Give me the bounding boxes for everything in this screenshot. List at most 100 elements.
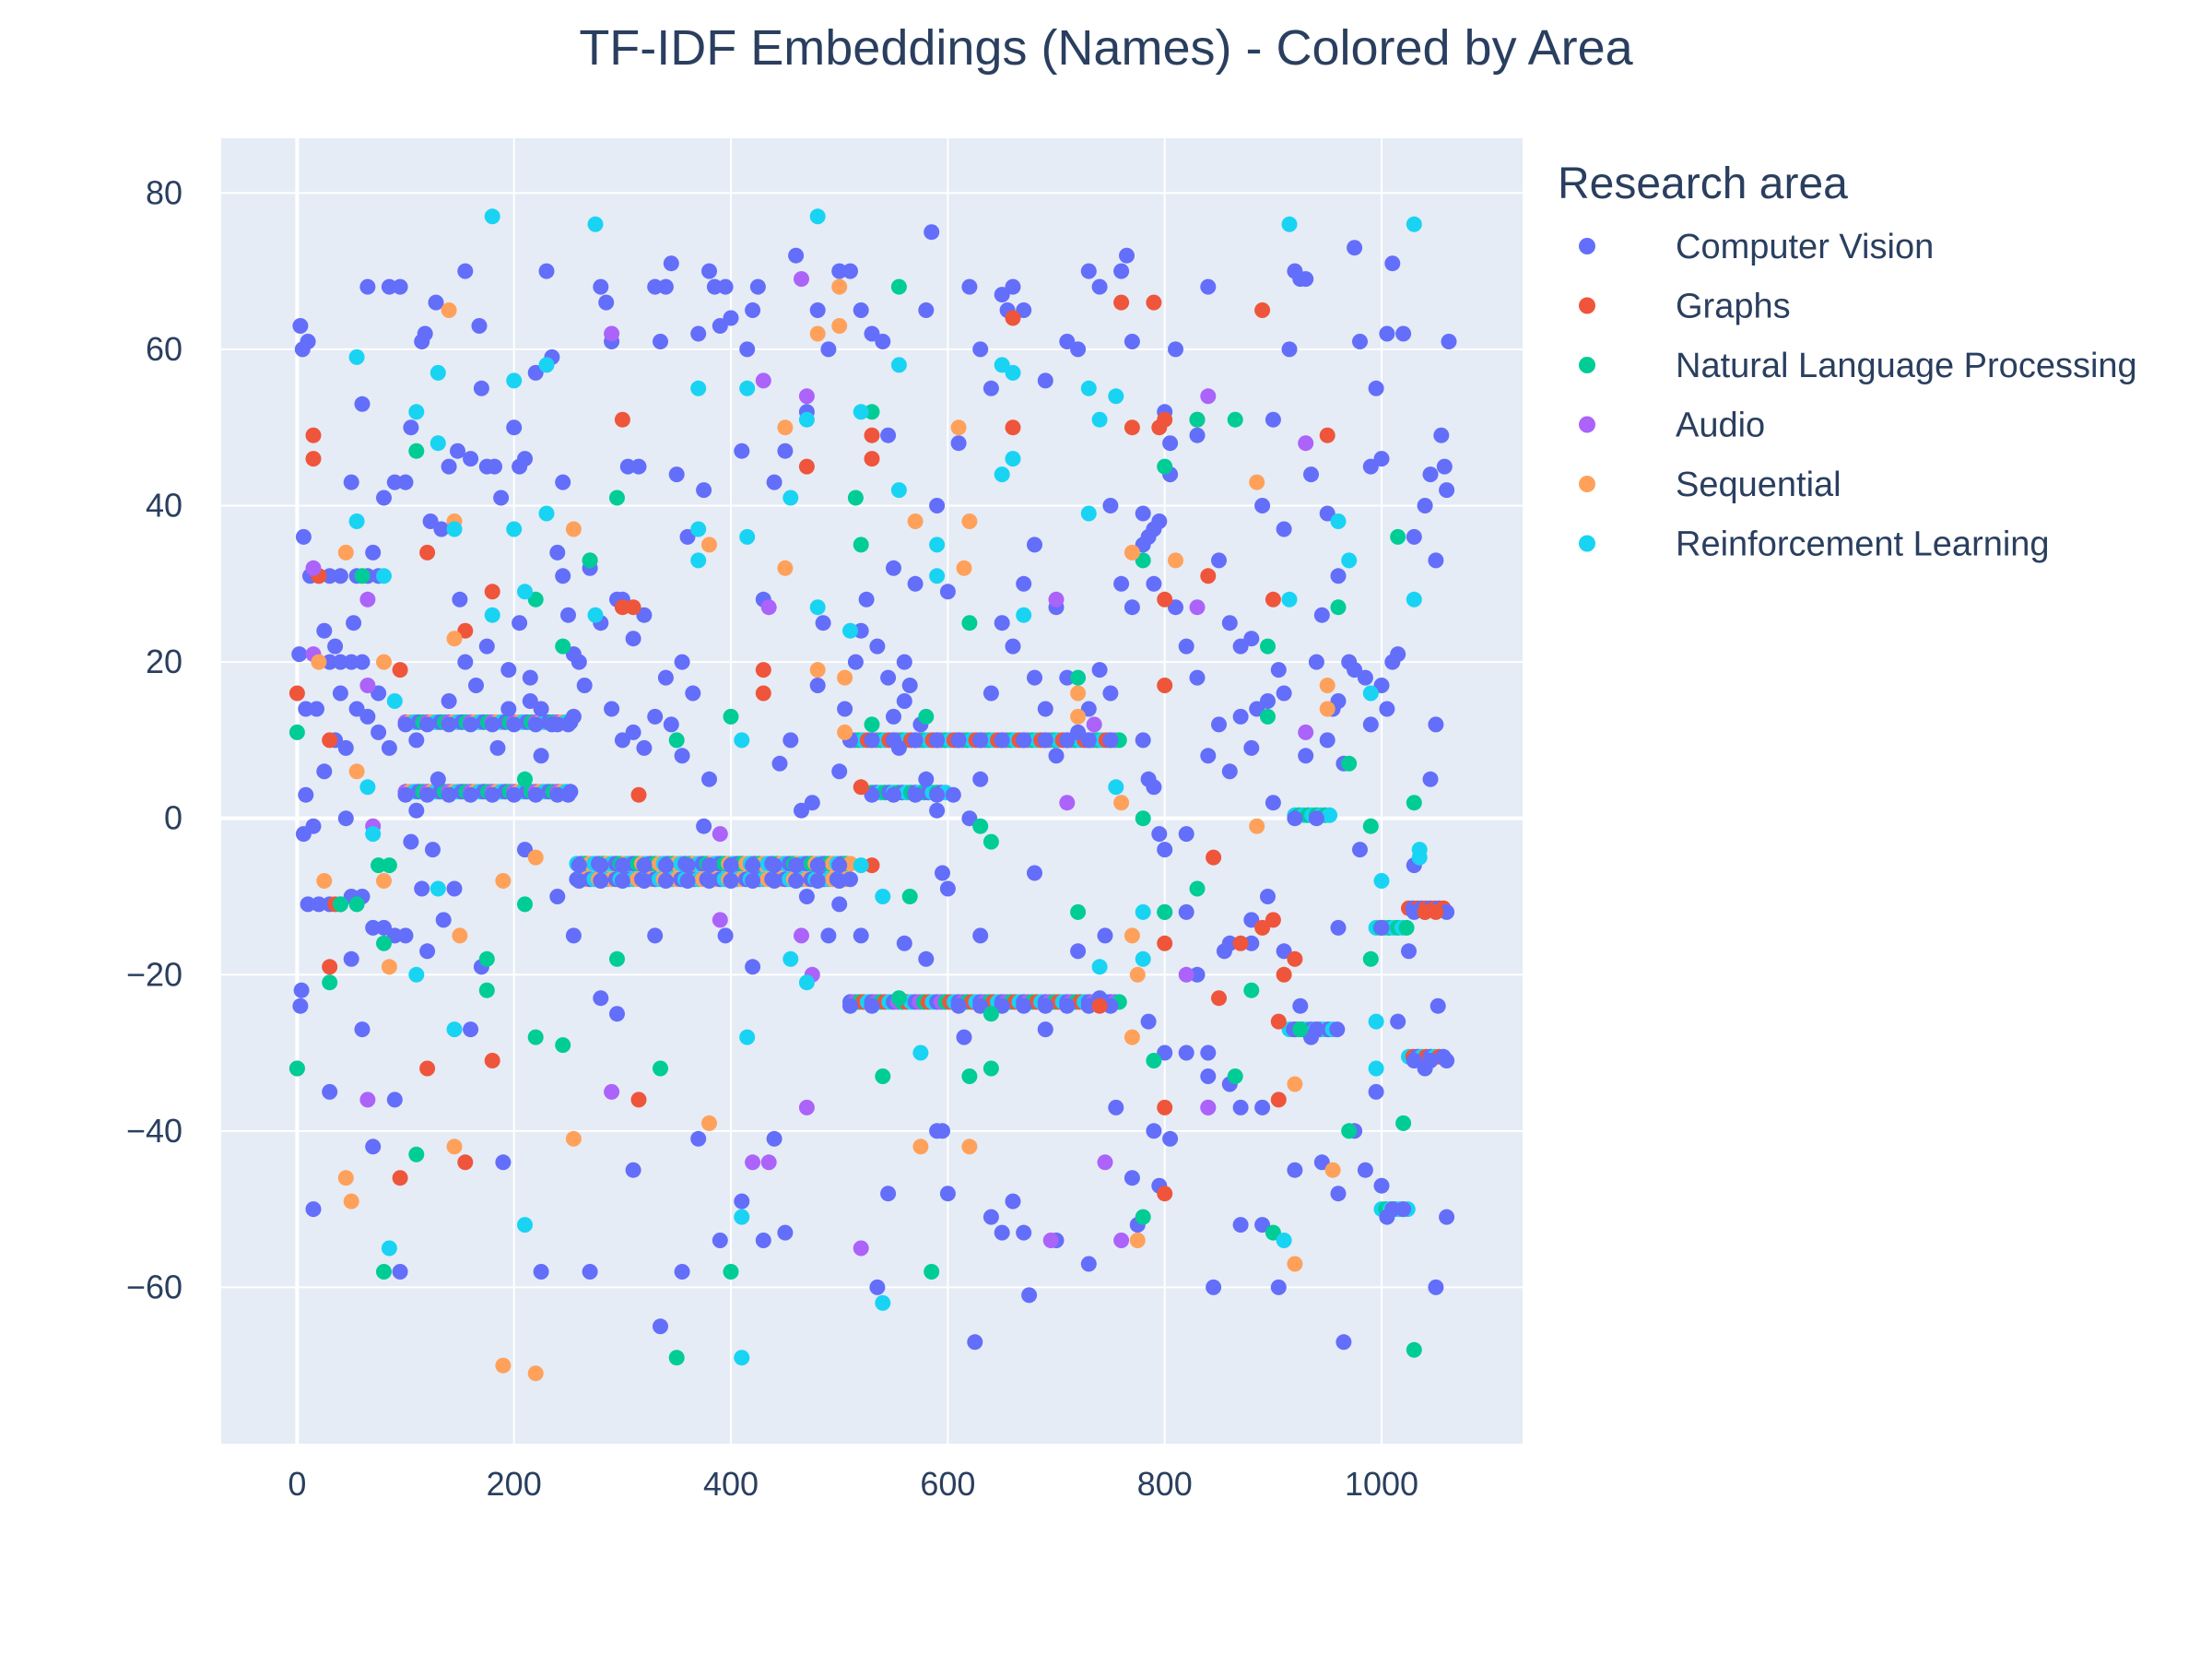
legend-item-audio[interactable]: Audio [1579, 407, 1765, 445]
point-computer-vision [929, 786, 946, 803]
point-computer-vision [1373, 678, 1390, 693]
point-computer-vision [1200, 1044, 1217, 1061]
x-axis-ticks: 0 200 400 600 800 1000 [288, 1465, 1418, 1503]
point-computer-vision [619, 458, 636, 475]
point-computer-vision [679, 528, 696, 545]
point-sequential [446, 1139, 463, 1155]
point-natural-language-processing [322, 974, 338, 991]
point-audio [1059, 795, 1076, 811]
point-natural-language-processing [961, 1068, 978, 1084]
point-computer-vision [354, 654, 371, 670]
legend-item-natural-language-processing[interactable]: Natural Language Processing [1579, 347, 2137, 385]
point-computer-vision [1119, 247, 1135, 264]
point-computer-vision [1059, 334, 1076, 349]
point-natural-language-processing [517, 896, 533, 913]
point-computer-vision [777, 1224, 794, 1241]
point-sequential [337, 544, 354, 561]
point-computer-vision [1005, 1193, 1021, 1210]
point-audio [604, 1083, 620, 1100]
point-reinforcement-learning [348, 513, 365, 529]
point-computer-vision [1347, 662, 1363, 679]
point-computer-vision [647, 708, 664, 725]
point-computer-vision [734, 443, 750, 459]
point-sequential [348, 763, 365, 780]
point-natural-language-processing [288, 724, 305, 740]
point-natural-language-processing [1135, 810, 1151, 827]
point-computer-vision [647, 927, 664, 944]
point-computer-vision [1124, 334, 1140, 349]
point-natural-language-processing [288, 1060, 305, 1077]
point-sequential [1319, 701, 1335, 717]
point-reinforcement-learning [1281, 216, 1298, 232]
point-computer-vision [300, 896, 316, 913]
point-reinforcement-learning [809, 208, 826, 225]
point-reinforcement-learning [875, 889, 891, 904]
point-audio [760, 1154, 777, 1171]
point-computer-vision [614, 732, 630, 749]
point-sequential [837, 669, 853, 686]
point-sequential [701, 1115, 717, 1131]
point-computer-vision [450, 443, 465, 459]
point-graphs [1276, 966, 1292, 983]
legend-item-reinforcement-learning[interactable]: Reinforcement Learning [1579, 525, 2050, 564]
point-computer-vision [820, 341, 837, 358]
point-computer-vision [1439, 1053, 1455, 1068]
point-computer-vision [1270, 662, 1287, 679]
point-computer-vision [1232, 1217, 1249, 1233]
point-reinforcement-learning [1411, 842, 1428, 858]
point-natural-language-processing [609, 950, 625, 967]
point-reinforcement-learning [1330, 513, 1347, 529]
legend-marker [1579, 238, 1595, 254]
point-computer-vision [869, 1279, 886, 1295]
point-computer-vision [1178, 826, 1194, 843]
point-computer-vision [1254, 1099, 1271, 1115]
point-audio [745, 1154, 761, 1171]
point-computer-vision [794, 802, 809, 819]
point-computer-vision [1428, 552, 1444, 569]
legend-item-graphs[interactable]: Graphs [1579, 288, 1791, 326]
point-computer-vision [522, 669, 538, 686]
point-reinforcement-learning [782, 490, 799, 506]
point-reinforcement-learning [1080, 505, 1097, 522]
point-natural-language-processing [723, 1264, 739, 1280]
point-reinforcement-learning [929, 568, 946, 584]
point-reinforcement-learning [690, 521, 707, 537]
point-computer-vision [365, 919, 382, 936]
point-natural-language-processing [723, 708, 739, 725]
point-graphs [1254, 919, 1271, 936]
point-computer-vision [1211, 552, 1227, 569]
point-computer-vision [961, 810, 978, 827]
point-audio [1298, 724, 1314, 740]
point-reinforcement-learning [1091, 959, 1108, 975]
point-computer-vision [1135, 732, 1151, 749]
point-computer-vision [408, 732, 425, 749]
point-computer-vision [422, 513, 439, 529]
point-computer-vision [809, 873, 826, 889]
point-graphs [392, 1170, 408, 1186]
point-computer-vision [609, 1006, 625, 1022]
point-sequential [316, 873, 333, 889]
point-computer-vision [463, 716, 479, 733]
x-tick-label: 1000 [1345, 1465, 1418, 1503]
point-computer-vision [441, 716, 457, 733]
point-natural-language-processing [332, 896, 348, 913]
point-computer-vision [668, 466, 685, 483]
point-graphs [288, 685, 305, 702]
point-computer-vision [918, 950, 935, 967]
point-computer-vision [657, 669, 674, 686]
point-computer-vision [982, 1209, 999, 1225]
point-sequential [565, 521, 582, 537]
legend-item-computer-vision[interactable]: Computer Vision [1579, 228, 1934, 266]
point-natural-language-processing [982, 833, 999, 850]
point-computer-vision [1313, 1154, 1330, 1171]
point-computer-vision [1422, 466, 1439, 483]
point-computer-vision [869, 638, 886, 655]
point-natural-language-processing [1157, 903, 1173, 920]
point-reinforcement-learning [890, 482, 907, 499]
point-audio [1097, 1154, 1113, 1171]
legend-item-sequential[interactable]: Sequential [1579, 466, 1841, 504]
point-computer-vision [1080, 997, 1097, 1014]
point-natural-language-processing [348, 896, 365, 913]
point-computer-vision [506, 419, 523, 436]
point-computer-vision [1091, 662, 1108, 679]
